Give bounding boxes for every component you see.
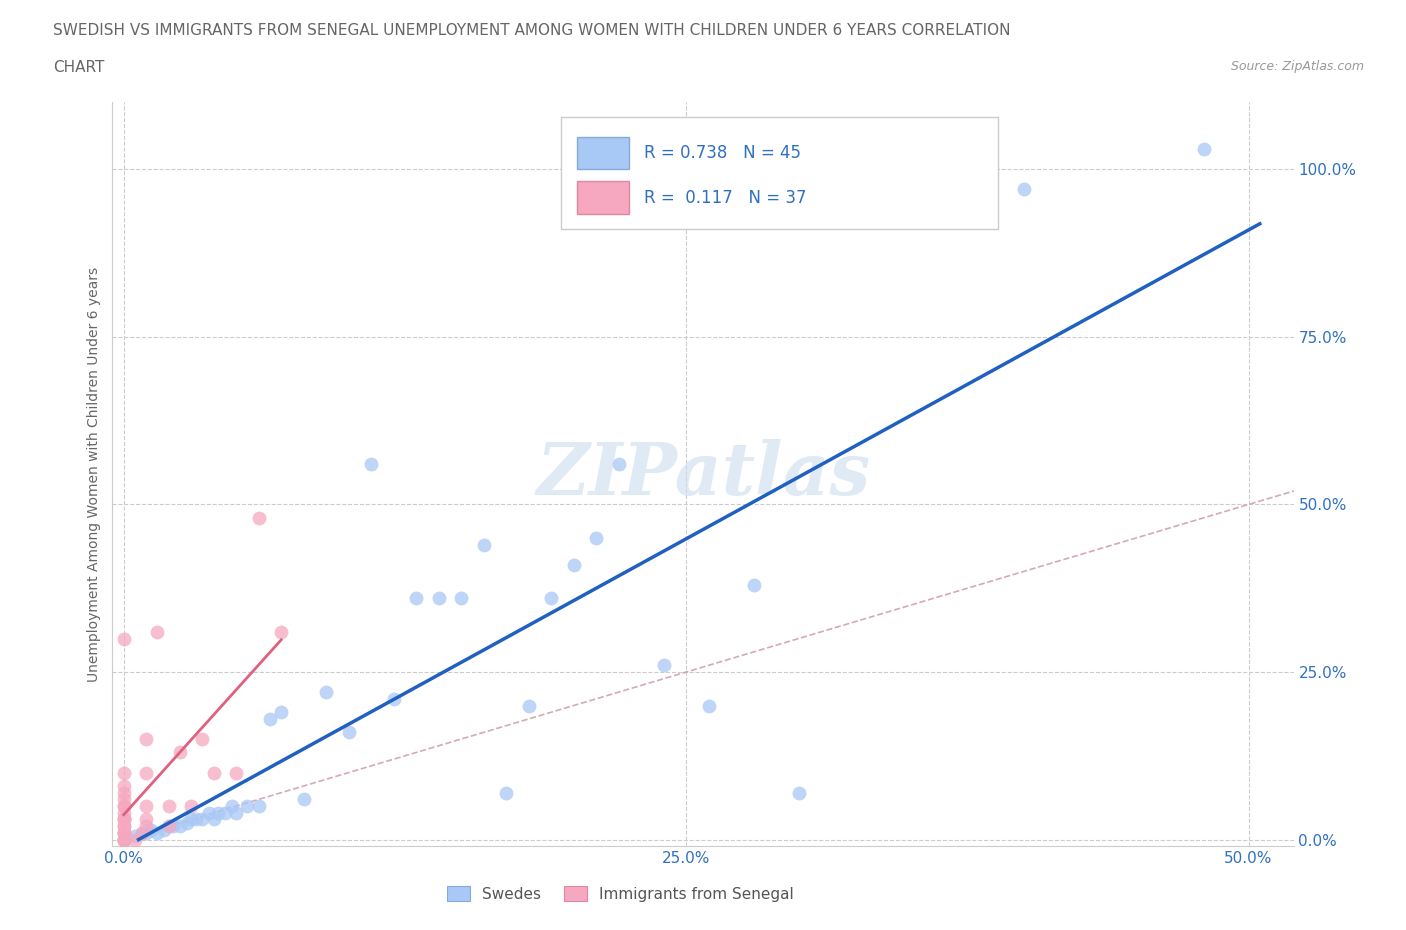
Point bbox=[124, 832, 146, 847]
Legend: Swedes, Immigrants from Senegal: Swedes, Immigrants from Senegal bbox=[439, 878, 801, 910]
Point bbox=[405, 591, 427, 605]
Point bbox=[495, 785, 517, 800]
Point bbox=[157, 799, 180, 814]
Point bbox=[382, 691, 405, 706]
Point bbox=[191, 812, 214, 827]
Point bbox=[169, 745, 191, 760]
Point bbox=[112, 832, 135, 847]
Point bbox=[146, 624, 169, 639]
Point bbox=[112, 812, 135, 827]
Point bbox=[337, 724, 360, 739]
Point bbox=[112, 832, 135, 847]
Point bbox=[112, 812, 135, 827]
Point bbox=[742, 578, 765, 592]
Point bbox=[360, 457, 382, 472]
Point bbox=[169, 818, 191, 833]
Point bbox=[131, 826, 153, 841]
Point bbox=[112, 799, 135, 814]
Point bbox=[153, 822, 176, 837]
Point bbox=[112, 826, 135, 841]
Point bbox=[112, 778, 135, 793]
Point bbox=[135, 826, 157, 841]
Point bbox=[112, 765, 135, 780]
Point bbox=[139, 822, 162, 837]
Point bbox=[135, 799, 157, 814]
Y-axis label: Unemployment Among Women with Children Under 6 years: Unemployment Among Women with Children U… bbox=[87, 267, 101, 682]
Point bbox=[225, 805, 247, 820]
Point bbox=[207, 805, 229, 820]
Point bbox=[225, 765, 247, 780]
Point bbox=[112, 805, 135, 820]
Point bbox=[112, 826, 135, 841]
Point bbox=[259, 711, 281, 726]
Point bbox=[270, 705, 292, 720]
Point bbox=[1192, 141, 1215, 156]
Point bbox=[247, 799, 270, 814]
Point bbox=[157, 818, 180, 833]
FancyBboxPatch shape bbox=[576, 181, 628, 214]
Point bbox=[157, 818, 180, 833]
Point bbox=[221, 799, 243, 814]
Point bbox=[540, 591, 562, 605]
Point bbox=[585, 530, 607, 545]
Point bbox=[112, 799, 135, 814]
Point bbox=[236, 799, 259, 814]
Point bbox=[112, 631, 135, 646]
Point bbox=[112, 818, 135, 833]
Text: R =  0.117   N = 37: R = 0.117 N = 37 bbox=[644, 189, 807, 206]
Text: ZIPatlas: ZIPatlas bbox=[536, 439, 870, 510]
Point bbox=[112, 832, 135, 847]
Point bbox=[214, 805, 236, 820]
Point bbox=[112, 812, 135, 827]
Point bbox=[135, 732, 157, 747]
Point bbox=[191, 732, 214, 747]
Point bbox=[146, 826, 169, 841]
Point bbox=[198, 805, 221, 820]
Point bbox=[1012, 182, 1035, 197]
Point bbox=[135, 765, 157, 780]
Point bbox=[112, 792, 135, 807]
Point bbox=[112, 818, 135, 833]
Point bbox=[697, 698, 720, 713]
Point bbox=[787, 785, 810, 800]
Point bbox=[162, 818, 184, 833]
Point bbox=[112, 832, 135, 847]
Point bbox=[247, 511, 270, 525]
Point bbox=[112, 832, 135, 847]
Point bbox=[652, 658, 675, 672]
Text: SWEDISH VS IMMIGRANTS FROM SENEGAL UNEMPLOYMENT AMONG WOMEN WITH CHILDREN UNDER : SWEDISH VS IMMIGRANTS FROM SENEGAL UNEMP… bbox=[53, 23, 1011, 38]
Point bbox=[472, 538, 495, 552]
Point bbox=[427, 591, 450, 605]
Point bbox=[202, 765, 225, 780]
Point bbox=[135, 812, 157, 827]
Point bbox=[184, 812, 207, 827]
Point bbox=[450, 591, 472, 605]
Text: CHART: CHART bbox=[53, 60, 105, 75]
Point bbox=[131, 826, 153, 841]
Text: Source: ZipAtlas.com: Source: ZipAtlas.com bbox=[1230, 60, 1364, 73]
Point bbox=[180, 812, 202, 827]
FancyBboxPatch shape bbox=[561, 117, 998, 229]
Point bbox=[562, 557, 585, 572]
Point bbox=[270, 624, 292, 639]
Point bbox=[517, 698, 540, 713]
Point bbox=[292, 792, 315, 807]
FancyBboxPatch shape bbox=[576, 137, 628, 169]
Point bbox=[112, 826, 135, 841]
Text: R = 0.738   N = 45: R = 0.738 N = 45 bbox=[644, 144, 801, 162]
Point bbox=[124, 829, 146, 844]
Point bbox=[135, 818, 157, 833]
Point bbox=[176, 816, 198, 830]
Point bbox=[607, 457, 630, 472]
Point bbox=[315, 684, 337, 699]
Point bbox=[180, 799, 202, 814]
Point bbox=[202, 812, 225, 827]
Point bbox=[112, 785, 135, 800]
